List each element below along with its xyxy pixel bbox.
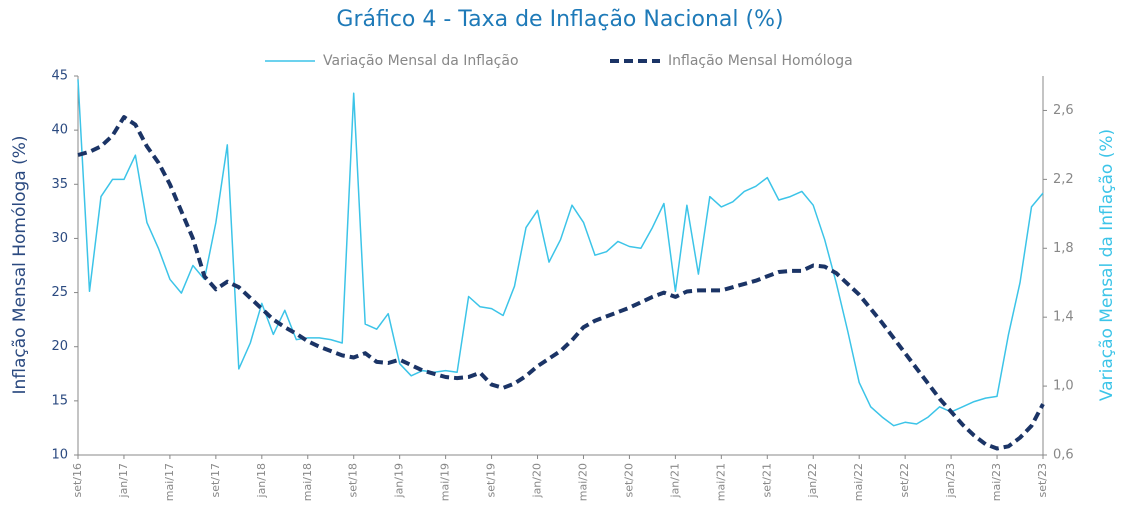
- x-tick-label: jan/19: [393, 463, 406, 498]
- x-tick-label: set/20: [622, 463, 635, 498]
- x-tick-label: set/22: [898, 463, 911, 498]
- chart-title: Gráfico 4 - Taxa de Inflação Nacional (%…: [336, 7, 783, 32]
- x-tick-label: set/18: [347, 463, 360, 498]
- legend-label: Inflação Mensal Homóloga: [668, 53, 853, 69]
- x-tick-label: mai/18: [301, 463, 314, 501]
- x-tick-label: jan/20: [531, 463, 544, 498]
- y2-tick-label: 1,4: [1053, 310, 1074, 325]
- x-tick-label: mai/19: [439, 463, 452, 501]
- series-line: [77, 79, 1044, 427]
- y2-tick-label: 2,2: [1053, 172, 1074, 187]
- series-line: [77, 115, 1045, 451]
- y-tick-label: 45: [51, 69, 68, 84]
- y-tick-label: 35: [51, 177, 68, 192]
- y-axis-label: Inflação Mensal Homóloga (%): [10, 135, 30, 394]
- x-tick-label: jan/21: [668, 463, 681, 498]
- x-tick-label: mai/22: [852, 463, 865, 501]
- x-tick-label: jan/22: [806, 463, 819, 498]
- y-tick-label: 40: [51, 123, 68, 138]
- legend-label: Variação Mensal da Inflação: [323, 53, 519, 69]
- y-tick-label: 30: [51, 231, 68, 246]
- x-tick-label: mai/17: [163, 463, 176, 501]
- y2-tick-label: 2,6: [1053, 103, 1074, 118]
- y2-tick-label: 1,8: [1053, 241, 1074, 256]
- x-tick-label: set/16: [71, 463, 84, 498]
- x-tick-label: set/21: [760, 463, 773, 498]
- x-tick-label: mai/23: [990, 463, 1003, 501]
- x-tick-label: set/19: [485, 463, 498, 498]
- y2-tick-label: 1,0: [1053, 379, 1074, 394]
- x-tick-label: mai/21: [714, 463, 727, 501]
- y-tick-label: 15: [51, 393, 68, 408]
- x-tick-label: set/23: [1036, 463, 1049, 498]
- x-tick-label: jan/23: [944, 463, 957, 498]
- y2-axis-label: Variação Mensal da Inflação (%): [1097, 129, 1117, 401]
- x-tick-label: set/17: [209, 463, 222, 498]
- y-tick-label: 10: [51, 448, 68, 463]
- y-tick-label: 20: [51, 339, 68, 354]
- x-tick-label: mai/20: [576, 463, 589, 501]
- x-tick-label: jan/17: [117, 463, 130, 498]
- y-tick-label: 25: [51, 285, 68, 300]
- y2-tick-label: 0,6: [1053, 448, 1074, 463]
- x-tick-label: jan/18: [255, 463, 268, 498]
